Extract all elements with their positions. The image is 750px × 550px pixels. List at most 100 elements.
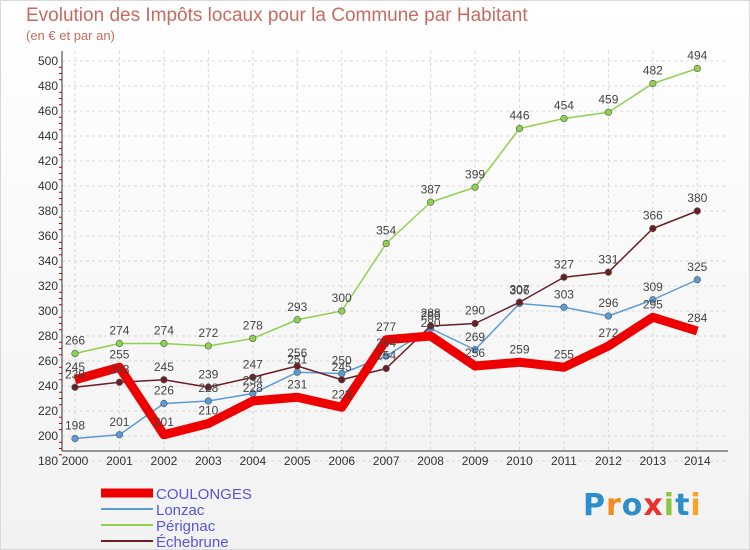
x-tick-label: 2012 [595, 454, 622, 468]
y-tick-label: 500 [38, 54, 58, 68]
y-tick-label: 440 [38, 129, 58, 143]
data-label: 264 [376, 336, 396, 350]
data-label: 306 [509, 284, 529, 298]
data-label: 239 [198, 367, 218, 381]
data-point-pérignac [115, 339, 124, 348]
legend-label-coulonges: COULONGES [156, 486, 252, 503]
data-point-lonzac [604, 312, 613, 320]
data-point-lonzac [693, 276, 701, 284]
data-point-pérignac [471, 183, 479, 191]
data-point-pérignac [293, 316, 301, 324]
logo-letter: x [643, 488, 664, 523]
data-label: 399 [465, 167, 485, 181]
data-point-échebrune [649, 224, 657, 233]
data-label: 266 [65, 334, 85, 348]
data-point-pérignac [204, 342, 212, 350]
data-point-échebrune [471, 319, 479, 328]
x-tick-label: 2014 [684, 454, 711, 468]
data-label: 325 [687, 260, 707, 274]
data-point-pérignac [604, 108, 613, 116]
data-point-pérignac [560, 114, 568, 123]
data-label: 327 [554, 257, 574, 271]
x-tick-label: 2011 [551, 454, 577, 468]
data-label: 239 [65, 367, 85, 381]
logo-letter: i [690, 488, 702, 523]
data-point-lonzac [71, 434, 79, 443]
data-point-lonzac [115, 431, 124, 439]
data-point-pérignac [249, 334, 257, 343]
data-label: 251 [287, 352, 307, 366]
y-tick-label: 300 [38, 304, 58, 318]
data-label: 269 [465, 330, 485, 344]
data-point-échebrune [160, 376, 168, 384]
data-label: 259 [509, 342, 529, 356]
x-tick-label: 2007 [373, 454, 400, 468]
data-label: 366 [643, 209, 663, 223]
data-label: 226 [154, 384, 174, 398]
data-label: 256 [287, 346, 307, 360]
data-label: 331 [598, 252, 618, 266]
data-label: 228 [243, 381, 263, 395]
data-label: 256 [465, 346, 485, 360]
data-label: 446 [509, 109, 529, 123]
x-tick-label: 2000 [62, 454, 89, 468]
x-tick-label: 2013 [639, 454, 666, 468]
data-label: 234 [243, 374, 263, 388]
data-point-échebrune [382, 364, 390, 373]
data-label: 354 [376, 224, 396, 238]
x-tick-label: 2004 [239, 454, 266, 468]
data-point-échebrune [249, 373, 257, 381]
data-label: 303 [554, 287, 574, 301]
data-point-lonzac [293, 368, 301, 376]
y-tick-label: 460 [38, 104, 58, 118]
x-tick-label: 2003 [195, 454, 222, 468]
data-point-pérignac [338, 307, 346, 315]
data-label: 274 [154, 324, 174, 338]
data-point-lonzac [560, 303, 568, 311]
data-point-échebrune [515, 298, 524, 306]
data-label: 387 [421, 182, 441, 196]
data-label: 278 [243, 319, 263, 333]
data-point-pérignac [382, 239, 390, 248]
chart-subtitle: (en € et par an) [26, 28, 115, 43]
data-point-pérignac [515, 124, 524, 133]
data-point-pérignac [427, 198, 435, 206]
data-point-échebrune [427, 322, 435, 330]
grid [62, 51, 728, 462]
data-label: 255 [109, 347, 129, 361]
data-label: 272 [198, 326, 218, 340]
data-label: 243 [109, 362, 129, 376]
data-label: 272 [598, 326, 618, 340]
series-lines [71, 64, 701, 443]
y-tick-label: 380 [38, 204, 58, 218]
x-tick-label: 2002 [151, 454, 178, 468]
y-tick-label: 180 [38, 454, 58, 468]
data-label: 307 [509, 282, 529, 296]
y-tick-label: 240 [38, 379, 58, 393]
data-label: 309 [643, 280, 663, 294]
y-tick-label: 200 [38, 429, 58, 443]
data-label: 250 [332, 354, 352, 368]
logo-letter: r [606, 488, 622, 523]
data-label: 380 [687, 191, 707, 205]
x-tick-label: 2006 [328, 454, 355, 468]
data-label: 288 [421, 306, 441, 320]
proxiti-logo: Proxiti [583, 488, 702, 523]
series-line-coulonges [73, 312, 699, 440]
data-point-échebrune [204, 383, 212, 391]
x-tick-label: 2009 [462, 454, 489, 468]
legend-label-échebrune: Échebrune [156, 534, 229, 550]
data-point-échebrune [338, 376, 346, 384]
data-point-échebrune [71, 383, 79, 391]
data-point-échebrune [293, 362, 301, 370]
data-point-lonzac [204, 397, 212, 405]
x-tick-label: 2010 [506, 454, 533, 468]
data-point-pérignac [693, 64, 701, 73]
y-tick-label: 320 [38, 279, 58, 293]
data-label: 482 [643, 64, 663, 78]
logo-letter: t [675, 488, 691, 523]
data-point-lonzac [160, 399, 168, 408]
